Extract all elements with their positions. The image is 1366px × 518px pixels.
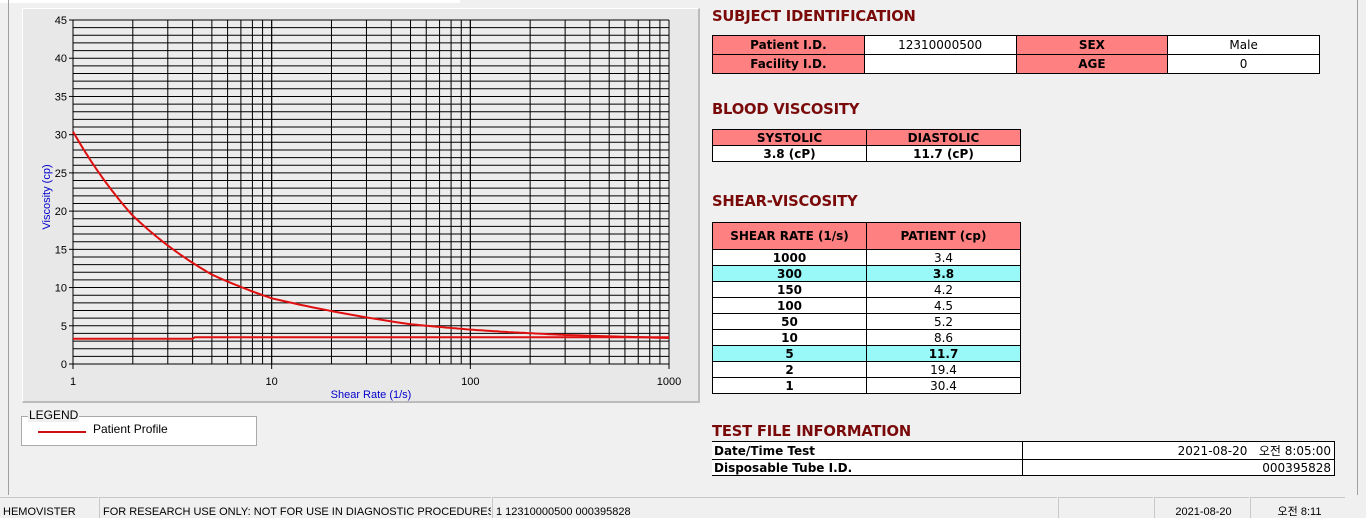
shear-rate-cell: 50 — [712, 313, 867, 330]
shear-rate-cell: 300 — [712, 265, 867, 282]
y-tick-label: 40 — [55, 53, 67, 65]
shear-row: 150 4.2 — [712, 281, 1021, 298]
patient-cp-cell: 19.4 — [866, 361, 1021, 378]
subject-heading: SUBJECT IDENTIFICATION — [712, 7, 916, 25]
patient-cp-cell: 11.7 — [866, 345, 1021, 362]
y-tick-label: 5 — [61, 321, 67, 333]
shear-rate-header: SHEAR RATE (1/s) — [712, 222, 867, 250]
age-label: AGE — [1015, 54, 1169, 74]
shear-rate-cell: 2 — [712, 361, 867, 378]
series-line-1 — [72, 131, 670, 339]
patient-cp-cell: 3.4 — [866, 249, 1021, 266]
patient-id-value: 12310000500 — [863, 35, 1017, 55]
shear-row: 50 5.2 — [712, 313, 1021, 330]
divider — [1357, 0, 1358, 495]
status-notice: FOR RESEARCH USE ONLY: NOT FOR USE IN DI… — [99, 497, 491, 518]
systolic-value: 3.8 (cP) — [712, 145, 867, 162]
status-date: 2021-08-20 — [1154, 497, 1249, 518]
patient-cp-cell: 5.2 — [866, 313, 1021, 330]
shear-rate-cell: 1 — [712, 377, 867, 394]
sex-value: Male — [1167, 35, 1320, 55]
shear-row: 100 4.5 — [712, 297, 1021, 314]
shear-rate-cell: 150 — [712, 281, 867, 298]
y-tick-label: 20 — [55, 206, 67, 218]
status-app: HEMOVISTER — [0, 497, 98, 518]
y-tick-label: 15 — [55, 244, 67, 256]
x-axis-label: Shear Rate (1/s) — [331, 389, 412, 401]
viscosity-chart-panel: 0 5 10 15 20 25 30 35 40 45 1 10 100 1000 Shear Rate (… — [22, 8, 700, 403]
shear-rate-cell: 1000 — [712, 249, 867, 266]
systolic-label: SYSTOLIC — [712, 129, 867, 146]
date-time-value: 2021-08-20 오전 8:05:00 — [1022, 441, 1335, 460]
patient-cp-cell: 4.2 — [866, 281, 1021, 298]
facility-id-value — [863, 54, 1017, 74]
patient-id-label: Patient I.D. — [712, 35, 865, 55]
shear-viscosity-table: SHEAR RATE (1/s) PATIENT (cp) 1000 3.4 300 3… — [712, 222, 1021, 394]
y-tick-label: 35 — [55, 91, 67, 103]
status-record: 1 12310000500 000395828 — [492, 497, 1057, 518]
shear-row: 1000 3.4 — [712, 249, 1021, 266]
x-tick-label: 1000 — [657, 376, 681, 388]
tube-id-label: Disposable Tube I.D. — [712, 459, 1023, 476]
patient-cp-cell: 8.6 — [866, 329, 1021, 346]
shear-rate-cell: 100 — [712, 297, 867, 314]
shear-row: 10 8.6 — [712, 329, 1021, 346]
y-tick-label: 45 — [55, 15, 67, 27]
test-file-heading: TEST FILE INFORMATION — [712, 422, 911, 440]
patient-cp-cell: 30.4 — [866, 377, 1021, 394]
shear-rate-cell: 5 — [712, 345, 867, 362]
shear-row: 300 3.8 — [712, 265, 1021, 282]
legend-label: Patient Profile — [93, 422, 168, 436]
blood-viscosity-table: SYSTOLIC DIASTOLIC 3.8 (cP) 11.7 (cP) — [712, 129, 1021, 162]
tube-id-value: 000395828 — [1022, 459, 1335, 476]
patient-cp-cell: 4.5 — [866, 297, 1021, 314]
x-tick-label: 10 — [266, 376, 278, 388]
y-axis-label: Viscosity (cp) — [41, 164, 53, 229]
divider — [8, 0, 9, 495]
shear-rate-cell: 10 — [712, 329, 867, 346]
patient-cp-header: PATIENT (cp) — [866, 222, 1021, 250]
patient-cp-cell: 3.8 — [866, 265, 1021, 282]
y-tick-label: 30 — [55, 130, 67, 142]
blood-viscosity-heading: BLOOD VISCOSITY — [712, 100, 860, 118]
test-file-table: Date/Time Test 2021-08-20 오전 8:05:00 Disp… — [712, 441, 1335, 476]
subject-table: Patient I.D. 12310000500 SEX Male Facility … — [712, 35, 1320, 74]
x-tick-label: 1 — [70, 376, 76, 388]
top-strip — [0, 0, 460, 3]
status-time: 오전 8:11 — [1250, 497, 1345, 518]
y-tick-label: 25 — [55, 168, 67, 180]
plot-area — [73, 20, 669, 364]
shear-row: 5 11.7 — [712, 345, 1021, 362]
series-line-2 — [73, 336, 669, 340]
facility-id-label: Facility I.D. — [712, 54, 865, 74]
shear-viscosity-heading: SHEAR-VISCOSITY — [712, 192, 858, 210]
viscosity-chart: 0 5 10 15 20 25 30 35 40 45 1 10 100 1000 Shear Rate (… — [41, 15, 681, 401]
age-value: 0 — [1167, 54, 1320, 74]
diastolic-value: 11.7 (cP) — [866, 145, 1021, 162]
shear-row: 2 19.4 — [712, 361, 1021, 378]
sex-label: SEX — [1015, 35, 1169, 55]
date-time-label: Date/Time Test — [712, 441, 1023, 460]
x-tick-label: 100 — [461, 376, 479, 388]
y-tick-label: 10 — [55, 283, 67, 295]
status-bar: HEMOVISTER FOR RESEARCH USE ONLY: NOT FO… — [0, 497, 1366, 518]
legend-title: LEGEND — [28, 408, 80, 422]
status-blank — [1058, 497, 1153, 518]
y-tick-label: 0 — [61, 359, 67, 371]
diastolic-label: DIASTOLIC — [866, 129, 1021, 146]
shear-row: 1 30.4 — [712, 377, 1021, 394]
legend-swatch — [38, 431, 86, 433]
